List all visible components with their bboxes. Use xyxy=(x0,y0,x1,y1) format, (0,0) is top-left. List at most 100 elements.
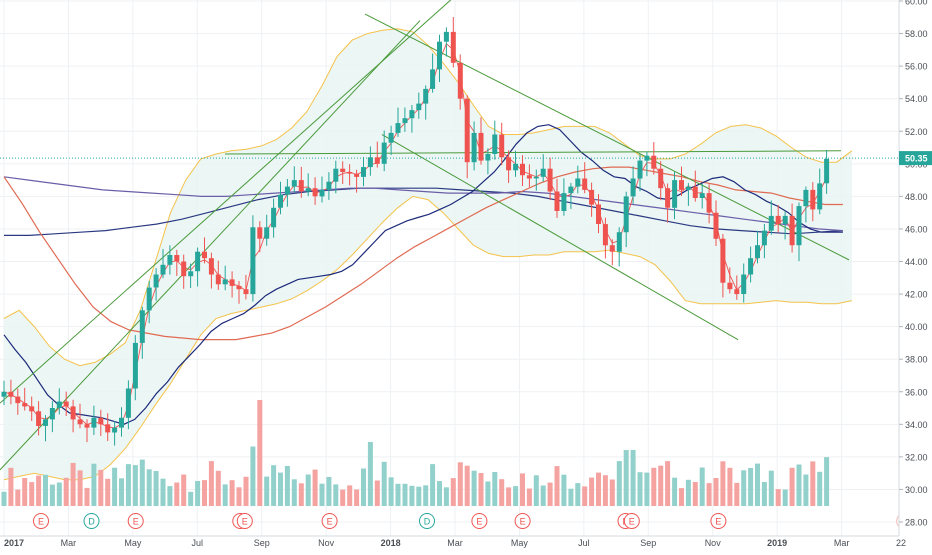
earnings-marker[interactable]: E xyxy=(623,513,640,529)
event-markers[interactable]: EDEEEEDEEEEEE xyxy=(33,513,913,529)
candle-body[interactable] xyxy=(402,118,408,124)
candle-body[interactable] xyxy=(146,287,152,311)
candle-body[interactable] xyxy=(561,193,567,211)
candle-body[interactable] xyxy=(824,158,830,184)
candle-body[interactable] xyxy=(789,215,795,246)
dividend-marker[interactable]: D xyxy=(419,513,435,529)
candle-body[interactable] xyxy=(741,274,747,295)
candle-body[interactable] xyxy=(457,62,463,99)
candle-body[interactable] xyxy=(229,279,235,286)
candle-body[interactable] xyxy=(195,251,201,272)
candle-body[interactable] xyxy=(609,245,615,252)
candle-body[interactable] xyxy=(651,155,657,169)
candle-body[interactable] xyxy=(139,310,145,343)
price-axis[interactable]: 28.00 30.00 32.00 34.00 36.00 38.00 40.00 42.00… xyxy=(898,0,932,536)
trendline-downtrend-upper[interactable] xyxy=(364,13,850,261)
candle-body[interactable] xyxy=(333,168,339,182)
event-marker-circle[interactable] xyxy=(710,513,727,529)
candle-body[interactable] xyxy=(374,157,380,164)
time-axis[interactable]: 2017 Mar May Jul Sep Nov 2018 Mar May Jul Sep Nov 20… xyxy=(0,535,932,550)
candle-body[interactable] xyxy=(727,282,733,290)
candle-body[interactable] xyxy=(616,232,622,252)
candle-body[interactable] xyxy=(264,227,270,239)
candle-body[interactable] xyxy=(748,258,754,275)
candle-body[interactable] xyxy=(582,178,588,190)
candle-body[interactable] xyxy=(257,227,263,239)
event-marker-circle[interactable] xyxy=(623,513,640,529)
candle-body[interactable] xyxy=(554,191,560,212)
candle-body[interactable] xyxy=(167,255,173,265)
candle-body[interactable] xyxy=(36,411,42,426)
candle-body[interactable] xyxy=(520,163,525,176)
earnings-marker[interactable]: E xyxy=(321,513,338,529)
candle-body[interactable] xyxy=(8,391,14,397)
candle-body[interactable] xyxy=(361,167,366,177)
candle-body[interactable] xyxy=(84,424,90,428)
candle-body[interactable] xyxy=(98,417,104,425)
candle-body[interactable] xyxy=(202,251,207,259)
candle-body[interactable] xyxy=(312,188,318,197)
trendline-uptrend-lower[interactable] xyxy=(0,20,421,471)
candle-body[interactable] xyxy=(291,180,297,187)
candle-body[interactable] xyxy=(589,189,595,205)
candle-body[interactable] xyxy=(464,98,470,163)
candle-body[interactable] xyxy=(782,215,788,224)
candle-body[interactable] xyxy=(49,408,55,420)
candle-body[interactable] xyxy=(685,186,691,190)
candle-body[interactable] xyxy=(803,189,809,207)
candle-body[interactable] xyxy=(755,245,760,259)
event-marker-circle[interactable] xyxy=(127,513,144,529)
candle-body[interactable] xyxy=(284,186,290,195)
candle-body[interactable] xyxy=(533,176,539,179)
candle-body[interactable] xyxy=(188,271,194,277)
candle-body[interactable] xyxy=(174,255,180,262)
candle-body[interactable] xyxy=(340,168,346,172)
trendline-horizontal-resistance[interactable] xyxy=(224,150,842,155)
price-candles[interactable] xyxy=(1,17,830,446)
event-marker-circle[interactable] xyxy=(321,513,338,529)
earnings-marker[interactable]: E xyxy=(514,513,531,529)
earnings-marker[interactable]: E xyxy=(33,513,49,529)
earnings-marker[interactable]: E xyxy=(471,513,488,529)
candle-body[interactable] xyxy=(430,69,436,89)
candle-body[interactable] xyxy=(215,274,221,285)
candle-body[interactable] xyxy=(132,342,138,389)
candle-body[interactable] xyxy=(22,403,28,407)
candle-body[interactable] xyxy=(367,157,373,168)
event-marker-circle[interactable] xyxy=(514,513,531,529)
candle-body[interactable] xyxy=(43,419,48,426)
candle-body[interactable] xyxy=(305,188,311,192)
candle-body[interactable] xyxy=(713,212,719,239)
candle-body[interactable] xyxy=(817,183,823,210)
candle-body[interactable] xyxy=(623,196,629,233)
event-marker-circle[interactable] xyxy=(83,513,100,529)
candle-body[interactable] xyxy=(15,396,21,404)
candle-body[interactable] xyxy=(602,224,608,246)
candle-body[interactable] xyxy=(125,388,131,418)
candle-body[interactable] xyxy=(471,132,477,163)
candle-body[interactable] xyxy=(734,289,740,295)
candle-body[interactable] xyxy=(513,163,519,171)
candle-body[interactable] xyxy=(381,142,387,164)
candle-body[interactable] xyxy=(540,168,546,177)
candle-body[interactable] xyxy=(91,417,97,428)
candle-body[interactable] xyxy=(720,238,726,283)
candle-body[interactable] xyxy=(492,134,498,155)
candle-body[interactable] xyxy=(56,401,62,409)
candle-body[interactable] xyxy=(105,424,111,433)
candle-body[interactable] xyxy=(775,215,781,224)
candle-body[interactable] xyxy=(575,178,581,187)
candle-body[interactable] xyxy=(699,193,705,198)
candle-body[interactable] xyxy=(250,227,256,295)
event-marker-circle[interactable] xyxy=(236,513,253,529)
earnings-marker[interactable]: E xyxy=(710,513,727,529)
candle-body[interactable] xyxy=(630,178,636,197)
candle-body[interactable] xyxy=(326,181,332,190)
candle-body[interactable] xyxy=(236,285,242,290)
earnings-marker[interactable]: E xyxy=(236,513,253,529)
candle-body[interactable] xyxy=(271,207,277,228)
candle-body[interactable] xyxy=(388,132,394,143)
dividend-marker[interactable]: D xyxy=(83,513,100,529)
candle-body[interactable] xyxy=(181,261,187,277)
candle-body[interactable] xyxy=(416,103,422,111)
